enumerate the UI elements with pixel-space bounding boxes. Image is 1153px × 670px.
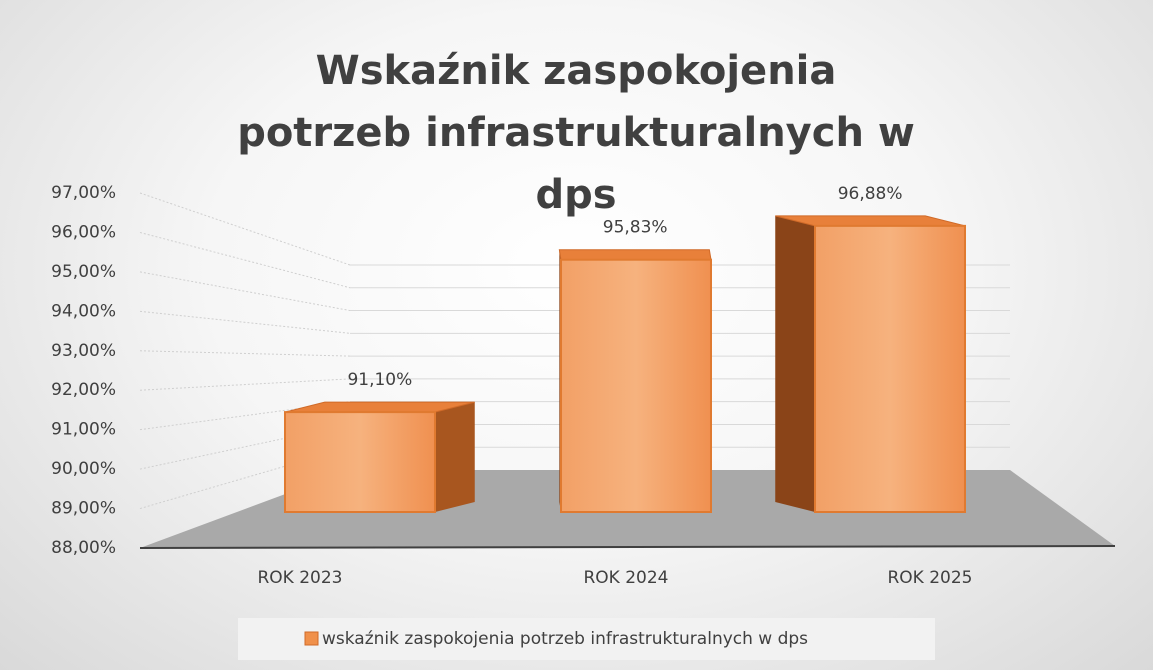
grid-line [139,378,351,391]
bar [284,411,436,513]
y-tick-label: 90,00% [51,459,116,479]
y-tick-label: 88,00% [51,538,116,558]
y-tick-label: 92,00% [51,380,116,400]
x-tick-label: ROK 2023 [257,568,342,588]
bar-top [558,249,712,261]
data-label: 91,10% [347,370,412,390]
bar-side [435,402,475,512]
y-tick-label: 94,00% [51,301,116,321]
y-tick-label: 89,00% [51,499,116,519]
y-tick-label: 95,00% [51,262,116,282]
legend-label: wskaźnik zaspokojenia potrzeb infrastruk… [322,629,808,649]
grid-line [139,446,351,510]
y-tick-label: 97,00% [51,183,116,203]
grid-line [139,271,351,312]
grid-line [139,350,351,357]
y-tick-label: 96,00% [51,222,116,242]
grid-line [139,310,351,334]
grid-line [139,192,351,266]
data-label: 96,88% [838,184,903,204]
bar-side [775,215,815,512]
chart-title: Wskaźnik zaspokojenia potrzeb infrastruk… [237,48,915,218]
bar [560,258,712,514]
grid-line [139,231,351,289]
x-tick-label: ROK 2024 [583,568,668,588]
legend-swatch [304,631,319,646]
x-tick-label: ROK 2025 [887,568,972,588]
legend-box [238,618,935,660]
floor-edge [139,545,1116,549]
bar [814,224,966,513]
y-tick-label: 91,00% [51,420,116,440]
y-tick-label: 93,00% [51,341,116,361]
data-label: 95,83% [603,218,668,238]
